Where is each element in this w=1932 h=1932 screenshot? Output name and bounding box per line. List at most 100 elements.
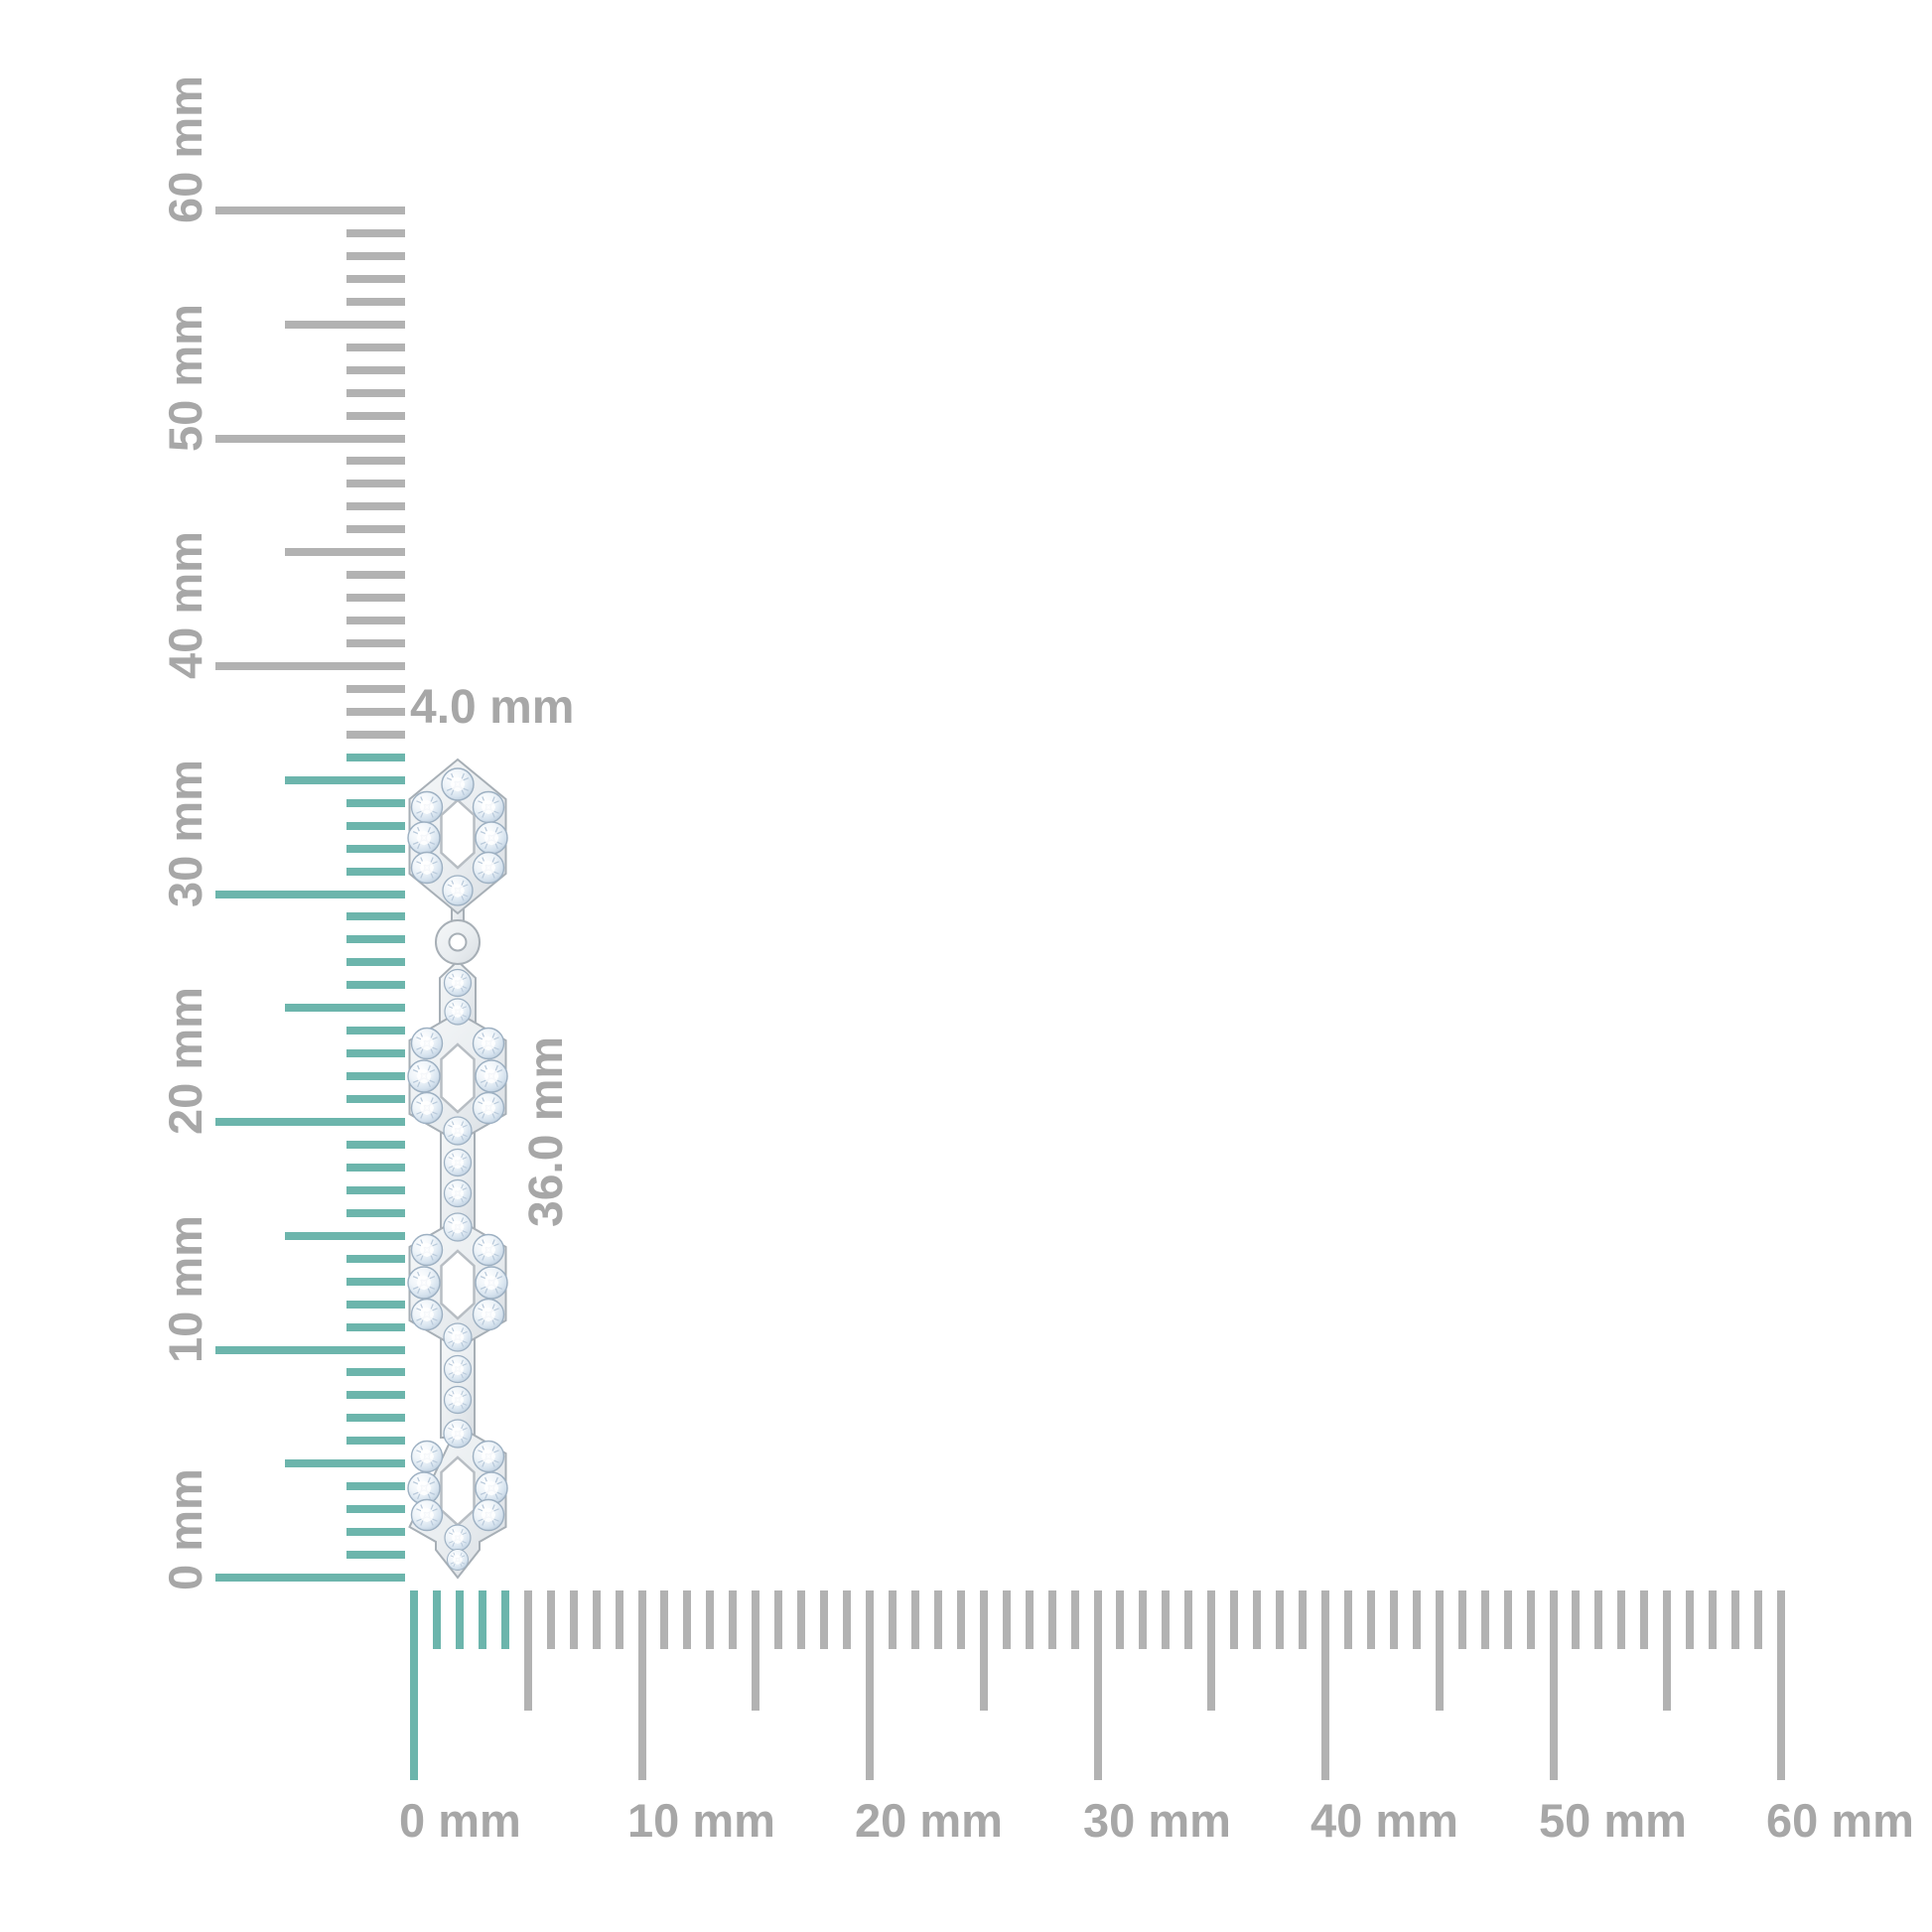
- h-tick-56mm: [1686, 1590, 1694, 1649]
- h-ruler-label-10mm: 10 mm: [627, 1794, 775, 1847]
- h-tick-15mm: [752, 1590, 759, 1711]
- v-ruler-label-40mm: 40 mm: [159, 531, 211, 679]
- v-tick-0mm: [215, 1574, 405, 1582]
- h-tick-30mm: [1094, 1590, 1102, 1780]
- diamond: [410, 1233, 444, 1267]
- v-ruler-label-50mm: 50 mm: [159, 304, 211, 452]
- v-tick-16mm: [346, 1209, 405, 1217]
- v-tick-31mm: [346, 868, 405, 876]
- h-tick-43mm: [1390, 1590, 1398, 1649]
- v-tick-53mm: [346, 366, 405, 374]
- diamond: [475, 1266, 508, 1300]
- v-tick-48mm: [346, 480, 405, 487]
- v-tick-6mm: [346, 1437, 405, 1445]
- h-tick-27mm: [1026, 1590, 1034, 1649]
- jump-ring-hole: [448, 932, 468, 952]
- h-tick-58mm: [1731, 1590, 1739, 1649]
- diamond: [442, 875, 474, 906]
- v-tick-42mm: [346, 617, 405, 624]
- v-ruler-label-60mm: 60 mm: [159, 75, 211, 223]
- diamond: [472, 790, 505, 824]
- diamond: [443, 1354, 473, 1384]
- v-tick-19mm: [346, 1141, 405, 1149]
- h-ruler-label-20mm: 20 mm: [855, 1794, 1003, 1847]
- v-tick-50mm: [215, 435, 405, 443]
- h-tick-1mm: [433, 1590, 441, 1649]
- diamond: [410, 1298, 444, 1331]
- v-tick-1mm: [346, 1551, 405, 1559]
- h-tick-52mm: [1594, 1590, 1602, 1649]
- h-tick-29mm: [1071, 1590, 1079, 1649]
- h-tick-51mm: [1572, 1590, 1580, 1649]
- h-tick-48mm: [1504, 1590, 1512, 1649]
- v-tick-33mm: [346, 822, 405, 830]
- v-tick-7mm: [346, 1414, 405, 1422]
- h-tick-17mm: [797, 1590, 805, 1649]
- h-tick-20mm: [866, 1590, 874, 1780]
- diamond: [410, 851, 444, 885]
- diamond: [407, 1059, 441, 1093]
- v-tick-24mm: [346, 1027, 405, 1035]
- v-tick-44mm: [346, 571, 405, 579]
- diamond: [443, 1178, 473, 1208]
- v-tick-4mm: [346, 1482, 405, 1490]
- v-tick-51mm: [346, 412, 405, 420]
- h-tick-54mm: [1640, 1590, 1648, 1649]
- h-tick-35mm: [1207, 1590, 1215, 1711]
- v-tick-57mm: [346, 275, 405, 283]
- earring-illustration: [407, 758, 508, 1580]
- h-tick-0mm: [410, 1590, 418, 1780]
- diamond: [441, 767, 475, 801]
- v-tick-43mm: [346, 594, 405, 602]
- diamond: [472, 1298, 505, 1331]
- h-tick-22mm: [911, 1590, 919, 1649]
- h-tick-2mm: [456, 1590, 464, 1649]
- diamond: [472, 1498, 505, 1532]
- v-tick-15mm: [285, 1232, 405, 1240]
- diamond: [472, 1027, 505, 1060]
- v-tick-10mm: [215, 1346, 405, 1354]
- h-tick-50mm: [1550, 1590, 1558, 1780]
- h-tick-11mm: [660, 1590, 668, 1649]
- diamond: [443, 1148, 473, 1177]
- v-tick-36mm: [346, 754, 405, 761]
- h-tick-32mm: [1139, 1590, 1147, 1649]
- v-tick-34mm: [346, 799, 405, 807]
- diamond: [410, 790, 444, 824]
- height-dimension-label: 36.0 mm: [520, 1036, 573, 1227]
- h-tick-46mm: [1458, 1590, 1466, 1649]
- h-tick-12mm: [683, 1590, 691, 1649]
- v-tick-25mm: [285, 1004, 405, 1012]
- v-tick-35mm: [285, 776, 405, 784]
- h-tick-26mm: [1003, 1590, 1011, 1649]
- h-tick-18mm: [820, 1590, 828, 1649]
- diamond: [444, 998, 472, 1026]
- diamond: [475, 821, 508, 855]
- h-tick-6mm: [547, 1590, 555, 1649]
- v-tick-47mm: [346, 502, 405, 510]
- v-tick-52mm: [346, 389, 405, 397]
- diamond: [472, 1091, 505, 1125]
- h-tick-34mm: [1184, 1590, 1192, 1649]
- h-tick-59mm: [1754, 1590, 1762, 1649]
- v-tick-45mm: [285, 548, 405, 556]
- h-tick-41mm: [1344, 1590, 1352, 1649]
- diamond: [410, 1091, 444, 1125]
- diamond: [472, 1233, 505, 1267]
- h-tick-13mm: [706, 1590, 714, 1649]
- diamond: [475, 1059, 508, 1093]
- hexagon-hole-4: [440, 1455, 476, 1527]
- v-ruler-label-10mm: 10 mm: [159, 1215, 211, 1363]
- h-tick-8mm: [593, 1590, 601, 1649]
- h-tick-10mm: [638, 1590, 646, 1780]
- diamond: [444, 1524, 472, 1552]
- h-tick-55mm: [1663, 1590, 1671, 1711]
- v-tick-5mm: [285, 1459, 405, 1467]
- vertical-ruler-mm: 0 mm 10 mm 20 mm 30 mm 40 mm 50 mm 60 mm: [159, 75, 405, 1590]
- diamond: [443, 1322, 473, 1352]
- h-tick-49mm: [1527, 1590, 1535, 1649]
- h-tick-57mm: [1709, 1590, 1717, 1649]
- v-tick-14mm: [346, 1255, 405, 1263]
